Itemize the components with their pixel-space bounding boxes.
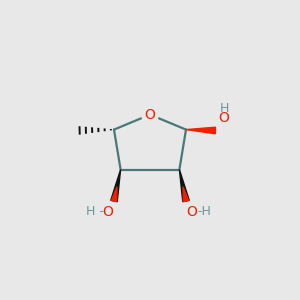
- Polygon shape: [186, 127, 215, 134]
- Circle shape: [101, 205, 115, 218]
- Circle shape: [217, 111, 230, 124]
- Polygon shape: [183, 187, 189, 202]
- Polygon shape: [111, 187, 117, 202]
- Text: -H: -H: [197, 205, 211, 218]
- Polygon shape: [111, 169, 121, 202]
- Polygon shape: [179, 169, 189, 202]
- Circle shape: [197, 205, 210, 218]
- Text: H: H: [220, 102, 229, 115]
- Circle shape: [185, 205, 198, 218]
- Text: O: O: [145, 108, 155, 122]
- Text: O: O: [103, 205, 113, 218]
- Text: O: O: [186, 205, 197, 218]
- Circle shape: [142, 106, 158, 123]
- Text: O: O: [218, 111, 229, 124]
- Circle shape: [218, 102, 231, 115]
- Text: H -: H -: [86, 205, 104, 218]
- Circle shape: [89, 205, 103, 218]
